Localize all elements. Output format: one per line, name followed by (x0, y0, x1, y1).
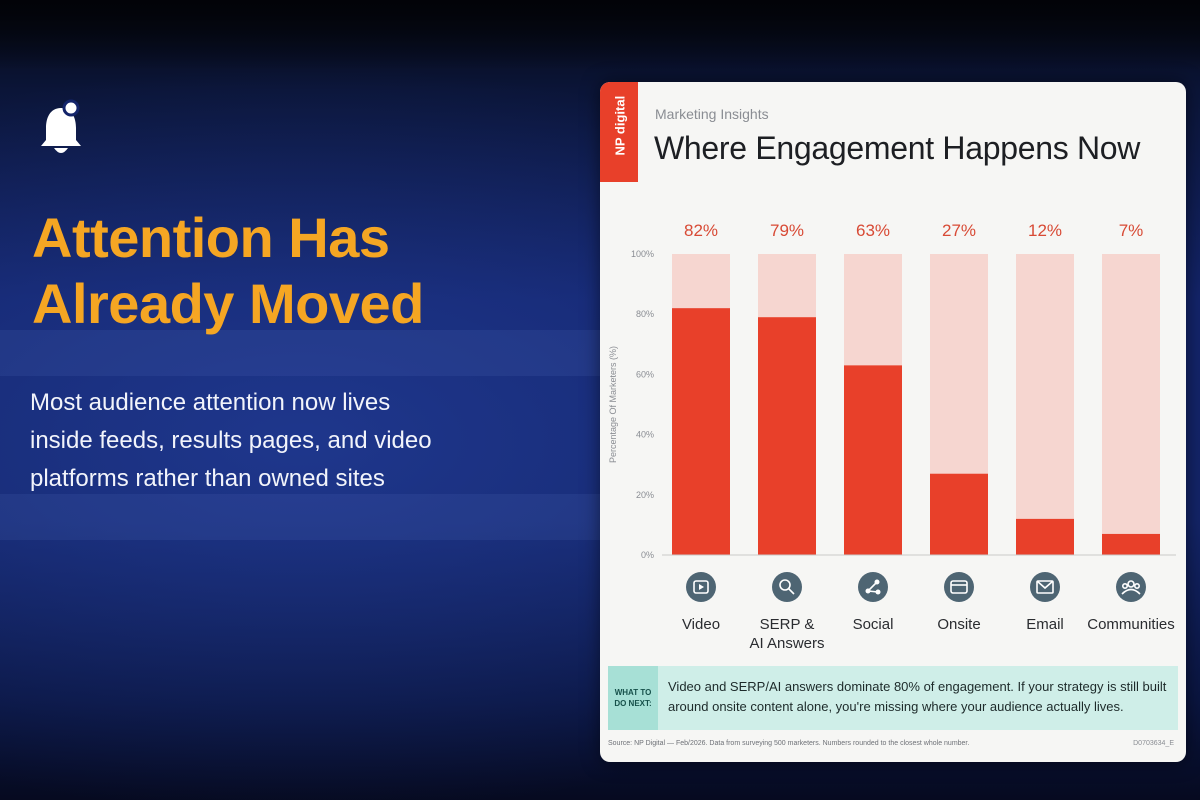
bell-icon (41, 99, 81, 153)
takeaway-label: WHAT TO DO NEXT: (608, 666, 658, 730)
bar-chart: Percentage Of Marketers (%) 0% 20% 40% 60% 80… (608, 221, 1176, 652)
category-label: Email (1026, 616, 1064, 633)
share-icon (858, 572, 888, 602)
brand-tab: NP digital (600, 82, 638, 182)
top-shadow (0, 0, 1200, 70)
slide-subtitle: Most audience attention now lives inside… (30, 389, 432, 492)
y-tick-label: 100% (631, 249, 654, 259)
slide-headline: Attention Has Already Moved (32, 205, 592, 337)
document-code: D0703634_E (1133, 740, 1174, 747)
y-tick-label: 60% (636, 369, 654, 379)
category-label: Communities (1087, 616, 1175, 633)
y-axis-title: Percentage Of Marketers (%) (608, 346, 618, 463)
y-tick-label: 20% (636, 490, 654, 500)
data-label: 79% (770, 221, 804, 240)
search-icon (772, 572, 802, 602)
play-icon (686, 572, 716, 602)
headline-line: Already Moved (32, 272, 424, 335)
y-tick-label: 40% (636, 430, 654, 440)
bar-track (1016, 254, 1074, 555)
headline-line: Attention Has (32, 206, 390, 269)
background-band (0, 494, 620, 540)
data-label: 82% (684, 221, 718, 240)
brand-logo: NP digital (612, 95, 628, 156)
card-kicker: Marketing Insights (655, 106, 769, 122)
y-tick-label: 80% (636, 309, 654, 319)
category-label: Video (682, 616, 720, 633)
data-label: 27% (942, 221, 976, 240)
browser-window-icon (944, 572, 974, 602)
takeaway-label-line: WHAT TO (614, 688, 652, 697)
category-label: SERP & (760, 616, 815, 633)
category-label: AI Answers (749, 635, 824, 652)
takeaway-box: WHAT TO DO NEXT: Video and SERP/AI answer… (608, 666, 1178, 730)
data-label: 12% (1028, 221, 1062, 240)
mail-icon (1030, 572, 1060, 602)
bar (1016, 518, 1074, 555)
data-label: 63% (856, 221, 890, 240)
bar (1102, 533, 1160, 555)
bar (758, 317, 816, 555)
bar (930, 473, 988, 555)
chart-title: Where Engagement Happens Now (654, 130, 1141, 166)
bar (672, 308, 730, 555)
source-note: Source: NP Digital — Feb/2026. Data from… (608, 740, 970, 747)
y-tick-label: 0% (641, 550, 654, 560)
data-label: 7% (1119, 221, 1144, 240)
category-label: Social (853, 616, 894, 633)
bar-track (1102, 254, 1160, 555)
background-band (0, 330, 620, 376)
people-icon (1116, 572, 1146, 602)
bar (844, 365, 902, 555)
chart-card: NP digital Marketing Insights Where Enga… (600, 82, 1186, 762)
takeaway-text: Video and SERP/AI answers dominate 80% o… (668, 679, 1167, 714)
takeaway-label-line: DO NEXT: (614, 699, 652, 708)
category-label: Onsite (937, 616, 980, 633)
